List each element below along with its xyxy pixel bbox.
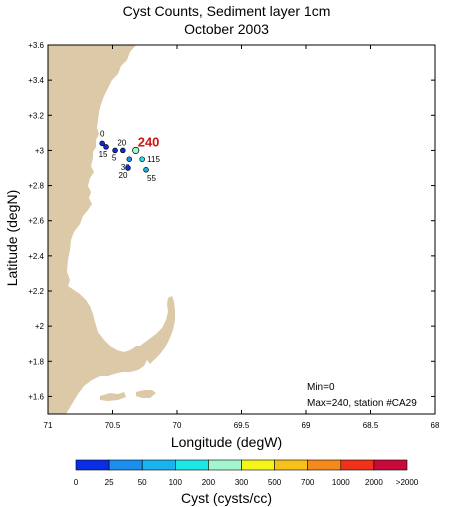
map-title: Cyst Counts, Sediment layer 1cm bbox=[122, 3, 331, 19]
min-info: Min=0 bbox=[307, 382, 335, 393]
y-tick-label: +3.6 bbox=[28, 41, 44, 50]
y-tick-label: +3 bbox=[35, 146, 45, 155]
x-axis-label: Longitude (degW) bbox=[170, 434, 283, 450]
station-marker bbox=[125, 165, 131, 171]
colorbar-segment bbox=[307, 459, 342, 471]
colorbar-tick-label: 200 bbox=[202, 478, 216, 487]
station-label: 55 bbox=[147, 174, 156, 183]
colorbar-tick-label: 50 bbox=[138, 478, 147, 487]
stations-layer: 015520240301152055 bbox=[99, 129, 161, 182]
station-marker bbox=[112, 147, 118, 154]
station-marker bbox=[132, 146, 140, 154]
x-tick-label: 68 bbox=[431, 421, 440, 430]
colorbar-segment bbox=[274, 459, 309, 471]
station-label-max: 240 bbox=[138, 134, 160, 149]
y-tick-label: +2.6 bbox=[28, 217, 44, 226]
colorbar-segment bbox=[75, 459, 110, 471]
colorbar-tick-label: 100 bbox=[169, 478, 183, 487]
land-mass bbox=[48, 45, 175, 414]
station-marker bbox=[103, 144, 109, 150]
colorbar-tick-label: 1000 bbox=[332, 478, 350, 487]
map-subtitle: October 2003 bbox=[184, 21, 269, 37]
colorbar-label: Cyst (cysts/cc) bbox=[181, 490, 272, 506]
y-tick-label: +2.2 bbox=[28, 287, 44, 296]
station-label: 5 bbox=[112, 153, 117, 162]
y-tick-label: +1.6 bbox=[28, 392, 44, 401]
y-tick-label: +3.2 bbox=[28, 111, 44, 120]
x-tick-label: 70.5 bbox=[105, 421, 121, 430]
y-tick-label: +2 bbox=[35, 322, 45, 331]
colorbar-tick-label: 2000 bbox=[365, 478, 383, 487]
x-tick-label: 69 bbox=[302, 421, 311, 430]
station-marker bbox=[139, 156, 145, 162]
station-label: 15 bbox=[99, 150, 108, 159]
island bbox=[100, 392, 126, 401]
colorbar-tick-label: 500 bbox=[268, 478, 282, 487]
colorbar-segment bbox=[208, 459, 242, 471]
cape-cod bbox=[140, 296, 175, 364]
station-label: 20 bbox=[117, 138, 126, 147]
island bbox=[136, 390, 156, 398]
x-tick-label: 69.5 bbox=[234, 421, 250, 430]
station-label: 115 bbox=[147, 155, 160, 164]
station-marker bbox=[126, 156, 133, 162]
colorbar-segment bbox=[340, 459, 375, 471]
y-tick-label: +1.8 bbox=[28, 357, 44, 366]
y-tick-label: +3.4 bbox=[28, 76, 44, 85]
x-tick-label: 71 bbox=[44, 421, 53, 430]
colorbar-tick-label: >2000 bbox=[396, 478, 419, 487]
land-coast bbox=[48, 45, 147, 414]
colorbar: 0 25 50 100 200 300 500 700 1000 2000 >2000 bbox=[74, 459, 419, 487]
colorbar-tick-label: 700 bbox=[301, 478, 315, 487]
axis-ticks: 71 70.5 70 69.5 69 68.5 68 +1.6 +1.8 +2 +2.2 +2.4 +2… bbox=[28, 41, 440, 430]
y-tick-label: +2.4 bbox=[28, 252, 44, 261]
colorbar-segment bbox=[373, 459, 408, 471]
colorbar-segment bbox=[175, 459, 209, 471]
colorbar-segment bbox=[241, 459, 275, 471]
colorbar-tick-label: 25 bbox=[105, 478, 114, 487]
station-marker bbox=[143, 167, 149, 173]
x-tick-label: 68.5 bbox=[363, 421, 379, 430]
station-marker bbox=[99, 140, 105, 147]
colorbar-tick-label: 0 bbox=[74, 478, 79, 487]
colorbar-segment bbox=[141, 459, 176, 471]
y-tick-label: +2.8 bbox=[28, 182, 44, 191]
station-marker bbox=[120, 147, 126, 154]
x-tick-label: 70 bbox=[173, 421, 182, 430]
colorbar-tick-label: 300 bbox=[235, 478, 249, 487]
station-label: 20 bbox=[119, 171, 128, 180]
max-info: Max=240, station #CA29 bbox=[307, 398, 417, 409]
y-axis-label: Latitude (degN) bbox=[4, 189, 20, 287]
station-label: 0 bbox=[100, 129, 105, 138]
colorbar-segment bbox=[108, 459, 143, 471]
